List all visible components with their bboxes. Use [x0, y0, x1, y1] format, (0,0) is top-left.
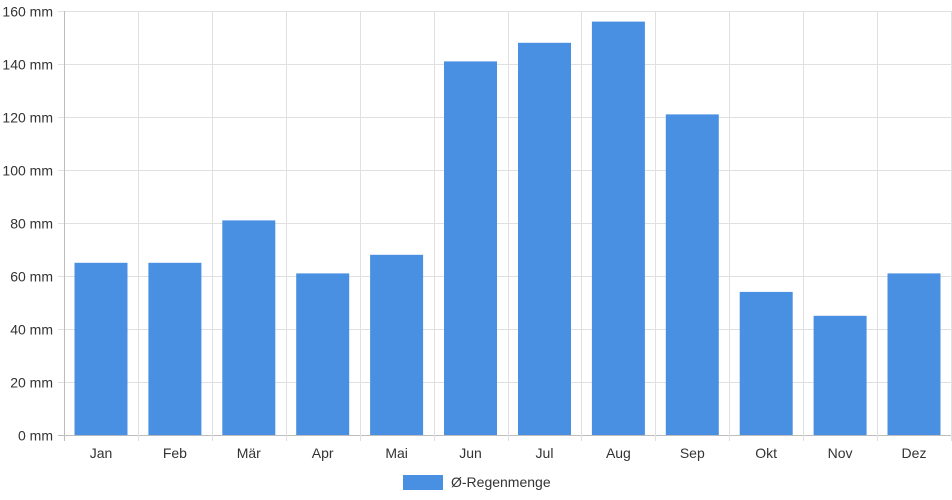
y-tick-label: 40 mm — [10, 322, 53, 338]
y-axis-ticks: 0 mm 20 mm 40 mm 60 mm 80 mm 100 mm 120 mm 140 … — [2, 4, 53, 444]
y-tick-label: 160 mm — [2, 4, 53, 20]
bar-jun[interactable] — [444, 61, 497, 436]
y-tick-label: 120 mm — [2, 110, 53, 126]
bar-mär[interactable] — [222, 220, 276, 435]
x-tick-label: Jun — [459, 445, 482, 461]
x-tick-label: Mai — [385, 445, 408, 461]
bar-nov[interactable] — [813, 315, 867, 436]
bar-sep[interactable] — [665, 114, 719, 436]
bar-aug[interactable] — [591, 21, 645, 435]
x-tick-label: Jan — [90, 445, 113, 461]
y-tick-label: 0 mm — [18, 428, 53, 444]
legend-label[interactable]: Ø-Regenmenge — [451, 474, 551, 490]
bar-jan[interactable] — [74, 262, 128, 436]
x-tick-label: Apr — [312, 445, 334, 461]
bar-apr[interactable] — [296, 273, 350, 435]
x-tick-label: Feb — [163, 445, 187, 461]
x-tick-label: Sep — [680, 445, 705, 461]
y-tick-label: 100 mm — [2, 163, 53, 179]
x-tick-label: Aug — [606, 445, 631, 461]
bar-dez[interactable] — [887, 273, 941, 435]
legend-swatch[interactable] — [403, 475, 443, 490]
x-tick-label: Mär — [237, 445, 261, 461]
y-tick-label: 60 mm — [10, 269, 53, 285]
x-axis-ticks: Jan Feb Mär Apr Mai Jun Jul Aug Sep Okt Nov Dez — [90, 445, 927, 461]
legend[interactable]: Ø-Regenmenge — [403, 474, 551, 490]
bar-jul[interactable] — [518, 42, 571, 436]
bar-mai[interactable] — [370, 254, 424, 435]
y-tick-label: 80 mm — [10, 216, 53, 232]
bar-okt[interactable] — [739, 291, 793, 435]
x-tick-label: Jul — [536, 445, 554, 461]
x-tick-label: Okt — [755, 445, 777, 461]
y-tick-label: 140 mm — [2, 57, 53, 73]
bar-feb[interactable] — [148, 262, 202, 436]
bars — [74, 21, 941, 436]
x-tick-label: Nov — [828, 445, 853, 461]
y-tick-label: 20 mm — [10, 375, 53, 391]
x-tick-label: Dez — [902, 445, 927, 461]
